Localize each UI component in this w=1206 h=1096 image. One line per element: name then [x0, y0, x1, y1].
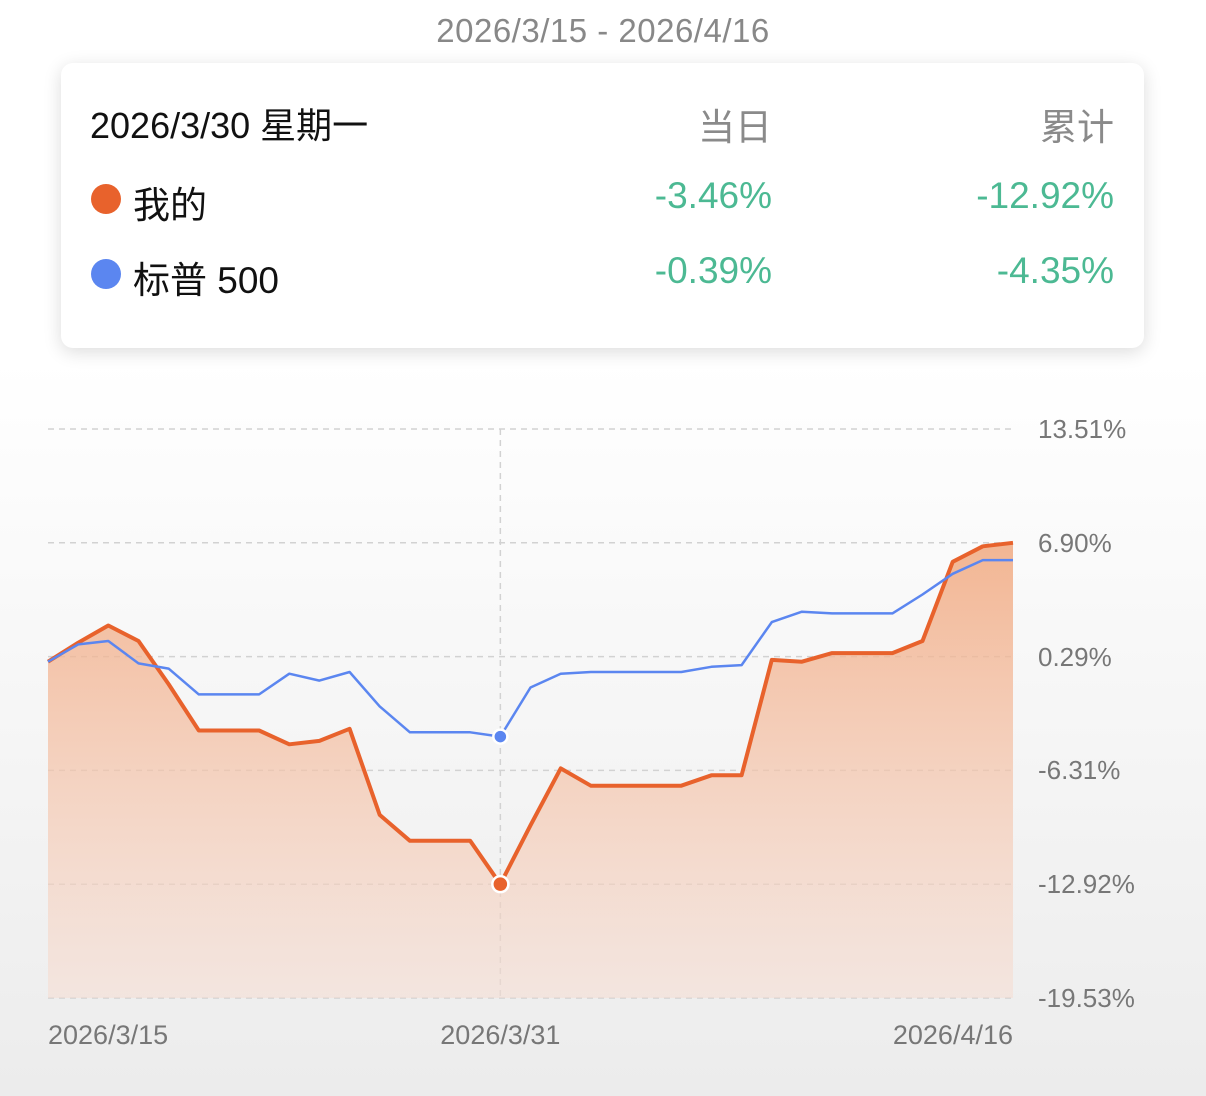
y-tick-label: 0.29%	[1038, 641, 1112, 672]
series-area-mine	[48, 542, 1013, 998]
orange-dot-icon	[91, 184, 121, 214]
tooltip-col-daily: 当日	[698, 107, 772, 148]
y-tick-label: 13.51%	[1038, 414, 1127, 444]
tooltip-cumulative-value: -12.92%	[976, 175, 1114, 216]
y-tick-label: -6.31%	[1038, 755, 1121, 786]
y-tick-label: 6.90%	[1038, 527, 1112, 558]
tooltip-header-row: 2026/3/30 星期一 当日 累计	[61, 89, 1144, 149]
marker-layer	[491, 728, 510, 894]
y-tick-label: -19.53%	[1038, 983, 1135, 1013]
x-tick-label: 2026/4/16	[892, 1020, 1013, 1050]
tooltip-col-cumulative: 累计	[1040, 107, 1114, 148]
series-line-mine	[46, 540, 1014, 887]
y-tick-label: -12.92%	[1038, 869, 1135, 900]
tooltip-series-name: 标普 500	[133, 260, 280, 301]
tooltip-daily-value: -3.46%	[654, 175, 772, 216]
line-layer	[46, 540, 1014, 887]
tooltip-date: 2026/3/30 星期一	[90, 105, 369, 146]
highlight-point-mine	[491, 874, 510, 894]
tooltip-daily-value: -0.39%	[654, 250, 772, 291]
tooltip-row-mine: 我的 -3.46% -12.92%	[61, 165, 1144, 226]
date-range-title: 2026/3/15 - 2026/4/16	[436, 12, 770, 49]
x-tick-label: 2026/3/31	[440, 1020, 561, 1050]
highlight-point-sp500	[492, 728, 509, 745]
area-layer	[48, 542, 1013, 998]
tooltip-series-name: 我的	[133, 185, 207, 226]
tooltip-row-sp500: 标普 500 -0.39% -4.35%	[61, 240, 1144, 301]
tooltip-panel: 2026/3/30 星期一 当日 累计 我的 -3.46% -12.92% 标普…	[61, 63, 1144, 348]
blue-dot-icon	[91, 259, 121, 289]
series-line-sp500	[47, 558, 1013, 738]
x-tick-label: 2026/3/15	[48, 1020, 169, 1050]
tooltip-cumulative-value: -4.35%	[996, 250, 1114, 291]
